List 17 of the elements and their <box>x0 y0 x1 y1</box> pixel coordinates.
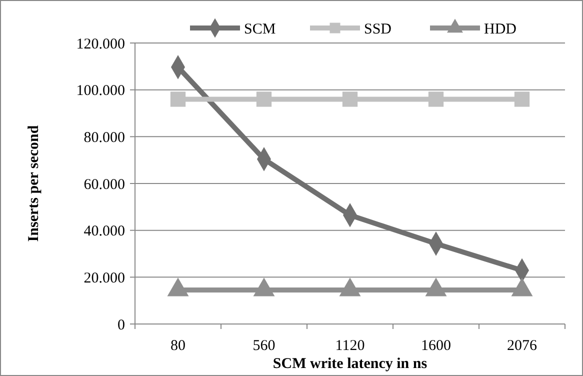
x-tick-label: 1600 <box>421 338 451 354</box>
y-tick-label: 80.000 <box>84 130 125 146</box>
y-tick-label: 120.000 <box>76 36 125 52</box>
legend-label: SSD <box>364 21 392 38</box>
legend-label: HDD <box>484 21 517 38</box>
y-tick-label: 20.000 <box>84 270 125 286</box>
x-axis-title: SCM write latency in ns <box>272 356 428 372</box>
legend-label: SCM <box>244 21 276 38</box>
y-axis-title: Inserts per second <box>26 124 42 242</box>
x-tick-label: 1120 <box>335 338 365 354</box>
x-tick-label: 560 <box>252 338 276 354</box>
x-tick-label: 2076 <box>507 338 538 354</box>
x-tick-label: 80 <box>170 338 186 354</box>
y-tick-label: 60.000 <box>84 176 125 193</box>
y-tick-label: 0 <box>118 317 125 334</box>
y-tick-label: 100.000 <box>76 83 125 100</box>
y-tick-label: 40.000 <box>84 224 125 240</box>
